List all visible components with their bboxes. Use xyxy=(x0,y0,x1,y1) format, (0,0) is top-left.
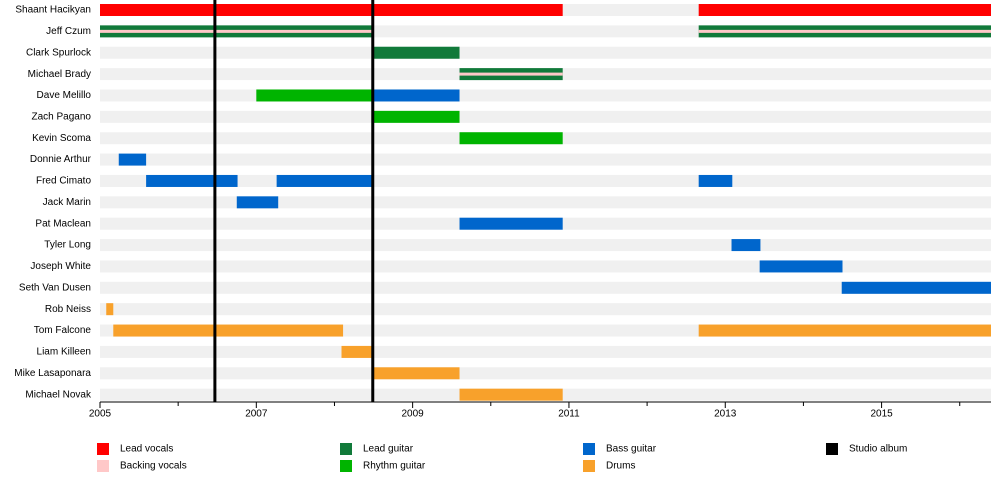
member-name: Dave Melillo xyxy=(37,90,92,101)
member-span xyxy=(100,4,563,16)
row-background xyxy=(100,110,991,123)
member-span xyxy=(373,46,460,59)
member-span xyxy=(698,174,733,187)
x-tick-label: 2007 xyxy=(245,409,268,420)
member-span xyxy=(459,388,563,401)
member-name: Joseph White xyxy=(30,261,91,272)
member-span xyxy=(373,367,460,380)
member-span xyxy=(341,345,374,358)
x-tick-label: 2013 xyxy=(714,409,737,420)
row-background xyxy=(100,367,991,380)
member-span xyxy=(276,174,374,187)
member-name: Donnie Arthur xyxy=(30,154,92,165)
member-name: Mike Lasaponara xyxy=(14,368,91,379)
member-name: Tyler Long xyxy=(44,240,91,251)
member-name: Kevin Scoma xyxy=(32,133,91,144)
member-name: Fred Cimato xyxy=(36,176,91,187)
legend-label: Rhythm guitar xyxy=(363,461,426,472)
member-name: Zach Pagano xyxy=(32,111,92,122)
legend-label: Lead vocals xyxy=(120,444,173,455)
row-background xyxy=(100,345,991,358)
member-name: Tom Falcone xyxy=(34,325,92,336)
legend-swatch xyxy=(583,443,595,455)
secondary-span xyxy=(459,72,563,76)
legend-label: Backing vocals xyxy=(120,461,187,472)
row-background xyxy=(100,303,991,316)
member-span xyxy=(373,89,460,102)
member-name: Jeff Czum xyxy=(46,26,91,37)
member-span xyxy=(373,110,460,123)
row-background xyxy=(100,153,991,166)
legend-swatch xyxy=(97,443,109,455)
legend-swatch xyxy=(340,443,352,455)
row-background xyxy=(100,89,991,102)
legend-label: Drums xyxy=(606,461,635,472)
member-name: Pat Maclean xyxy=(35,218,91,229)
member-span xyxy=(698,4,991,16)
member-name: Michael Brady xyxy=(28,69,91,80)
legend-swatch xyxy=(340,460,352,472)
member-name: Liam Killeen xyxy=(37,347,91,358)
row-background xyxy=(100,196,991,209)
row-background xyxy=(100,239,991,252)
row-background xyxy=(100,260,991,273)
member-name: Clark Spurlock xyxy=(26,47,92,58)
x-tick-label: 2009 xyxy=(402,409,425,420)
member-name: Shaant Hacikyan xyxy=(15,5,91,16)
legend-label: Bass guitar xyxy=(606,444,657,455)
row-background xyxy=(100,281,991,294)
member-span xyxy=(459,132,563,145)
member-span xyxy=(106,303,114,316)
member-span xyxy=(759,260,843,273)
member-span xyxy=(459,217,563,230)
member-span xyxy=(118,153,147,166)
member-name: Jack Marin xyxy=(43,197,91,208)
member-span xyxy=(731,239,761,252)
x-tick-label: 2011 xyxy=(558,409,580,420)
member-span xyxy=(841,281,991,294)
legend-swatch xyxy=(826,443,838,455)
member-span xyxy=(236,196,279,209)
member-name: Michael Novak xyxy=(25,389,92,400)
member-span xyxy=(698,324,991,337)
legend-swatch xyxy=(583,460,595,472)
x-tick-label: 2015 xyxy=(870,409,893,420)
secondary-span xyxy=(100,29,374,33)
member-span xyxy=(146,174,238,187)
member-span xyxy=(256,89,374,102)
legend-label: Studio album xyxy=(849,444,907,455)
x-tick-label: 2005 xyxy=(89,409,112,420)
row-background xyxy=(100,46,991,59)
legend-label: Lead guitar xyxy=(363,444,414,455)
member-name: Seth Van Dusen xyxy=(19,282,91,293)
member-span xyxy=(113,324,344,337)
secondary-span xyxy=(698,29,991,33)
legend-swatch xyxy=(97,460,109,472)
member-name: Rob Neiss xyxy=(45,304,91,315)
